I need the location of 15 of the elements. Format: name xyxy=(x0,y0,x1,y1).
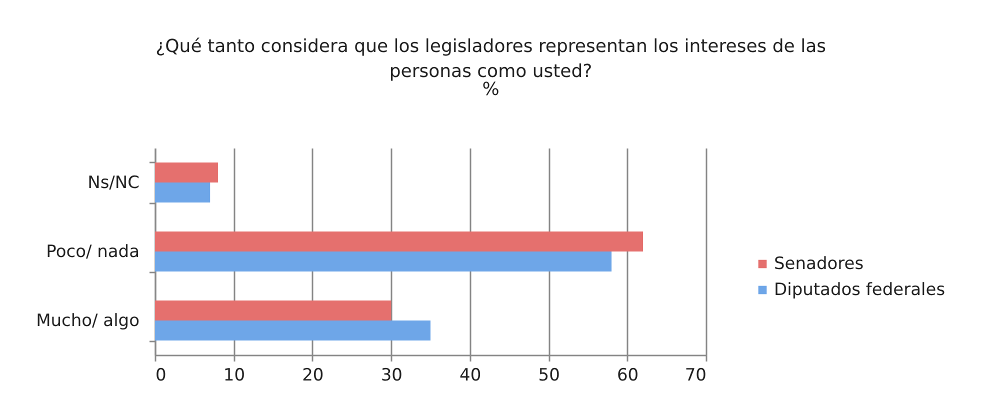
x-tick-label: 30 xyxy=(380,366,402,386)
legend-label: Diputados federales xyxy=(774,280,946,300)
y-tick-label: Mucho/ algo xyxy=(36,311,140,331)
chart-subtitle: % xyxy=(482,79,500,100)
x-tick-label: 40 xyxy=(460,366,482,386)
legend-label: Senadores xyxy=(774,254,864,274)
x-tick-label: 60 xyxy=(616,366,639,386)
x-tick-label: 50 xyxy=(538,366,560,386)
y-tick-label: Ns/NC xyxy=(88,173,140,193)
x-tick-label: 20 xyxy=(302,366,324,386)
y-tick-label: Poco/ nada xyxy=(46,242,140,262)
x-tick-label: 70 xyxy=(684,366,706,386)
chart-title: ¿Qué tanto considera que los legisladores representan los intereses de las personas como usted? xyxy=(156,36,826,82)
x-tick-label: 0 xyxy=(156,366,166,386)
x-tick-label: 10 xyxy=(223,366,246,386)
